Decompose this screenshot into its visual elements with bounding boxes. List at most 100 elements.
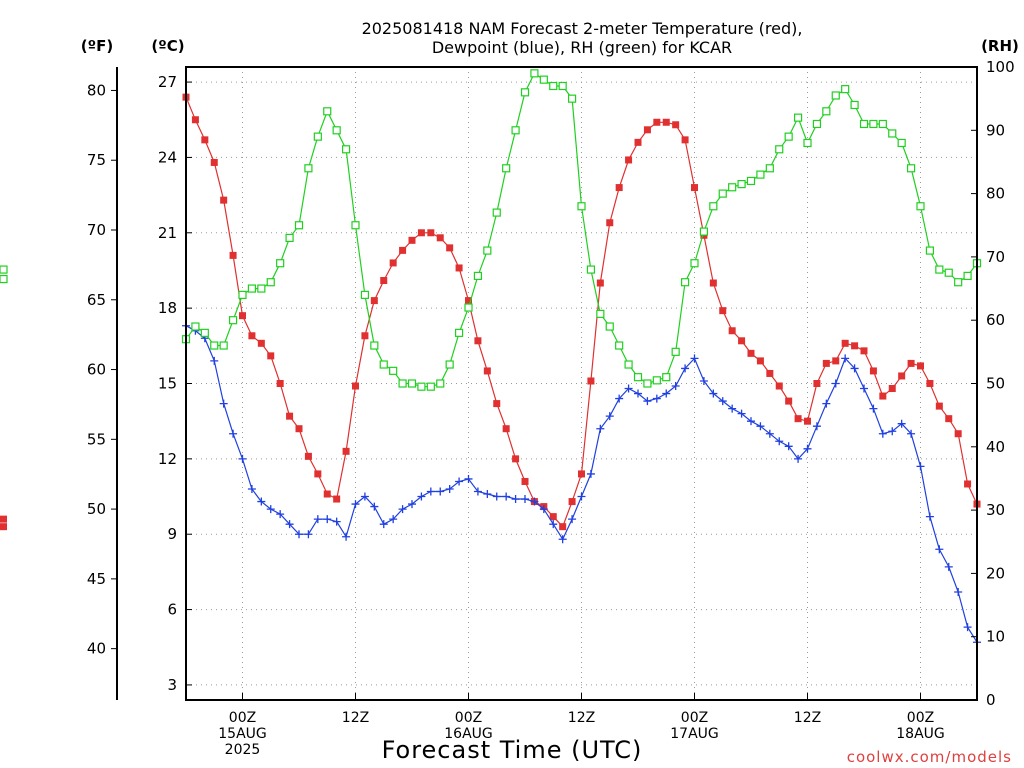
celsius-tick-label: 21 — [158, 224, 177, 242]
dewpoint-point — [812, 422, 821, 431]
rh-point — [398, 379, 407, 388]
rh-point — [473, 271, 483, 280]
rh-point — [633, 373, 643, 382]
rh-unit-label: (RH) — [981, 37, 1019, 55]
rh-point — [756, 170, 765, 179]
rh-point — [567, 94, 577, 103]
x-tick-label: 12Z — [342, 710, 369, 726]
rh-point — [586, 265, 596, 274]
temperature-point — [634, 138, 642, 146]
temperature-point — [323, 490, 331, 498]
rh-point — [0, 265, 8, 274]
dewpoint-point — [351, 500, 360, 509]
rh-point — [925, 246, 935, 255]
temperature-point — [474, 337, 482, 345]
dewpoint-point — [709, 389, 718, 398]
dewpoint-point — [643, 397, 652, 406]
fahrenheit-tick-label: 60 — [87, 361, 106, 379]
rh-point — [445, 360, 454, 369]
temperature-point — [568, 498, 576, 506]
temperature-point — [615, 184, 623, 192]
rh-point — [436, 379, 445, 388]
rh-point — [313, 132, 322, 141]
rh-tick-label: 0 — [986, 691, 996, 709]
fahrenheit-tick-label: 45 — [87, 570, 106, 588]
dewpoint-point — [944, 562, 953, 571]
temperature-point — [248, 332, 256, 340]
rh-point — [831, 91, 840, 100]
dewpoint-point — [455, 477, 464, 486]
rh-point — [210, 341, 219, 350]
rh-tick-label: 90 — [986, 121, 1005, 139]
dewpoint-point — [445, 485, 454, 493]
dewpoint-point — [408, 500, 416, 509]
rh-point — [379, 360, 388, 369]
rh-point — [841, 85, 850, 94]
temperature-point — [333, 495, 341, 503]
rh-point — [935, 265, 944, 274]
temperature-point — [342, 447, 350, 455]
x-tick-label: 2025 — [225, 742, 261, 758]
fahrenheit-tick-label: 80 — [87, 81, 106, 99]
rh-point — [238, 290, 247, 299]
dewpoint-point — [389, 515, 398, 524]
rh-point — [426, 382, 435, 391]
dewpoint-point — [436, 487, 445, 496]
dewpoint-point — [605, 412, 614, 421]
series-layer — [0, 70, 982, 647]
dewpoint-point — [756, 422, 765, 431]
rh-point — [859, 119, 869, 129]
dewpoint-point — [775, 437, 784, 446]
rh-point — [869, 119, 878, 129]
temperature-point — [0, 523, 7, 531]
celsius-tick-label: 6 — [167, 601, 177, 619]
dewpoint-point — [558, 535, 567, 544]
dewpoint-point — [276, 510, 285, 519]
dewpoint-point — [860, 384, 868, 393]
rh-point — [257, 284, 266, 293]
dewpoint-point — [699, 376, 708, 385]
temperature-point — [521, 477, 529, 485]
dewpoint-point — [954, 587, 963, 596]
celsius-unit-label: (ºC) — [151, 37, 184, 55]
fahrenheit-tick-label: 75 — [87, 151, 106, 169]
dewpoint-point — [765, 429, 774, 438]
rh-point — [709, 202, 718, 211]
rh-point — [294, 221, 304, 230]
dewpoint-point — [473, 487, 482, 496]
temperature-point — [361, 332, 369, 340]
rh-point — [417, 382, 426, 391]
temperature-point — [257, 339, 265, 347]
dewpoint-point — [624, 384, 633, 393]
temperature-point — [898, 372, 906, 380]
dewpoint-point — [728, 404, 737, 413]
x-axis-label: Forecast Time (UTC) — [382, 736, 643, 764]
temperature-point — [804, 417, 811, 425]
fahrenheit-unit-label: (ºF) — [81, 37, 113, 55]
rh-point — [680, 278, 690, 287]
rh-tick-label: 40 — [986, 438, 1005, 456]
rh-tick-label: 100 — [986, 58, 1015, 76]
x-tick-label: 17AUG — [670, 726, 719, 742]
temperature-point — [512, 455, 520, 463]
rh-point — [793, 113, 803, 122]
temperature-point — [578, 470, 585, 478]
dewpoint-point — [304, 530, 313, 539]
rh-point — [276, 259, 285, 268]
temperature-point — [917, 362, 924, 370]
rh-tick-label: 10 — [986, 628, 1005, 646]
temperature-point — [483, 367, 491, 375]
temperature-point — [559, 523, 567, 531]
temperature-point — [869, 367, 877, 375]
temperature-point — [380, 277, 388, 285]
dewpoint-point — [323, 515, 332, 524]
temperature-point — [785, 397, 793, 405]
dewpoint-point — [878, 429, 887, 438]
temperature-point — [935, 402, 943, 410]
rh-point — [765, 164, 774, 173]
rh-point — [718, 189, 727, 198]
dewpoint-point — [464, 474, 473, 483]
temperature-point — [286, 412, 294, 420]
temperature-point — [502, 425, 510, 433]
rh-point — [850, 100, 859, 110]
